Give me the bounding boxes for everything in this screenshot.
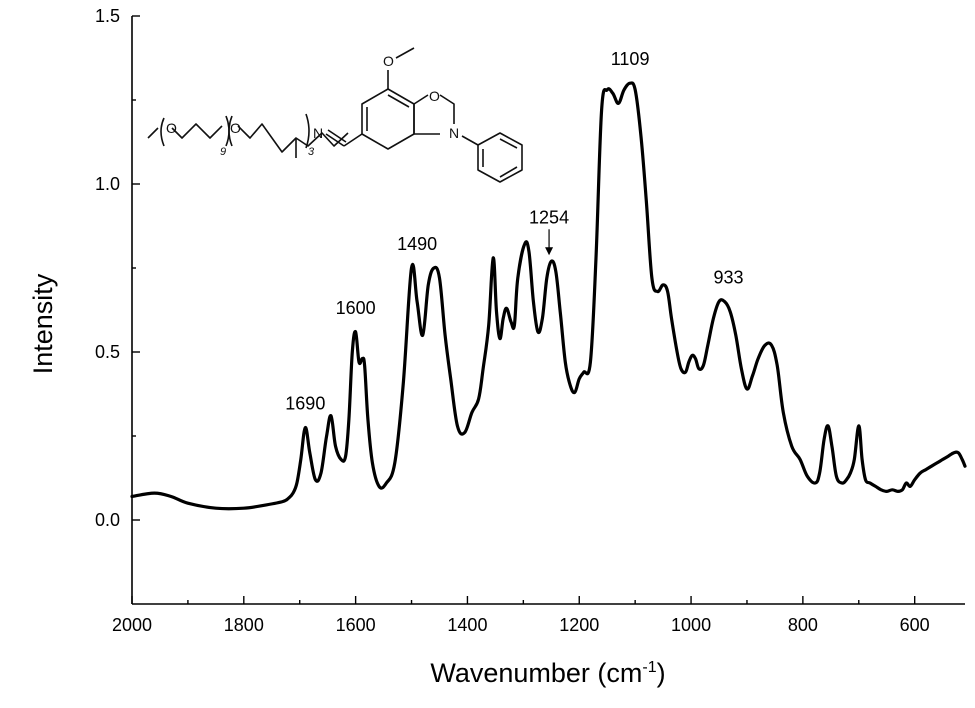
chemical-structure-inset: O 9 O 3 N O O N: [147, 47, 523, 183]
structure-oxazine-ring: [413, 94, 455, 135]
structure-methoxy: [387, 47, 415, 89]
y-tick-label: 0.0: [95, 510, 120, 530]
x-tick-label: 1600: [336, 615, 376, 635]
structure-benzo-ring: [361, 88, 415, 150]
structure-atom-o1: O: [166, 120, 177, 136]
x-ticks: 2000 1800 1600 1400 1200 1000 800 600: [112, 596, 930, 635]
structure-atom-n-ring: N: [449, 125, 459, 141]
structure-atom-o-methoxy: O: [383, 53, 394, 69]
peak-label: 1690: [285, 394, 325, 414]
structure-sub-9: 9: [220, 146, 226, 158]
x-axis-title-superscript: -1: [642, 659, 656, 676]
peak-label: 933: [713, 268, 743, 288]
y-ticks: 0.0 0.5 1.0 1.5: [95, 6, 140, 530]
peak-arrow-head: [545, 247, 554, 256]
peak-label: 1490: [397, 234, 437, 254]
spectrum-line: [130, 81, 967, 511]
y-tick-label: 0.5: [95, 342, 120, 362]
structure-bracket-1: [160, 117, 165, 147]
peak-label: 1600: [336, 298, 376, 318]
structure-chain: [147, 123, 349, 158]
peak-label: 1109: [611, 49, 650, 69]
structure-atom-o-ring: O: [429, 88, 440, 104]
x-tick-label: 1200: [559, 615, 599, 635]
y-axis-title: Intensity: [28, 273, 58, 374]
structure-bracket-3: [228, 115, 233, 147]
x-tick-label: 600: [900, 615, 930, 635]
structure-phenyl: [461, 132, 523, 183]
x-tick-label: 1400: [447, 615, 487, 635]
structure-imine: [325, 129, 363, 147]
structure-sub-3: 3: [308, 146, 315, 158]
structure-atom-o2: O: [230, 120, 241, 136]
y-tick-label: 1.5: [95, 6, 120, 26]
x-tick-label: 2000: [112, 615, 152, 635]
peak-annotations: 1690 1600 1490 1254 1109 933: [285, 49, 743, 413]
y-tick-label: 1.0: [95, 174, 120, 194]
axes: [131, 16, 965, 605]
peak-label: 1254: [529, 207, 569, 227]
x-tick-label: 800: [788, 615, 818, 635]
x-axis-title: Wavenumber (cm-1): [430, 658, 665, 688]
x-tick-label: 1000: [671, 615, 711, 635]
structure-bracket-4: [305, 113, 310, 149]
structure-atom-n1: N: [313, 125, 323, 141]
x-tick-label: 1800: [224, 615, 264, 635]
